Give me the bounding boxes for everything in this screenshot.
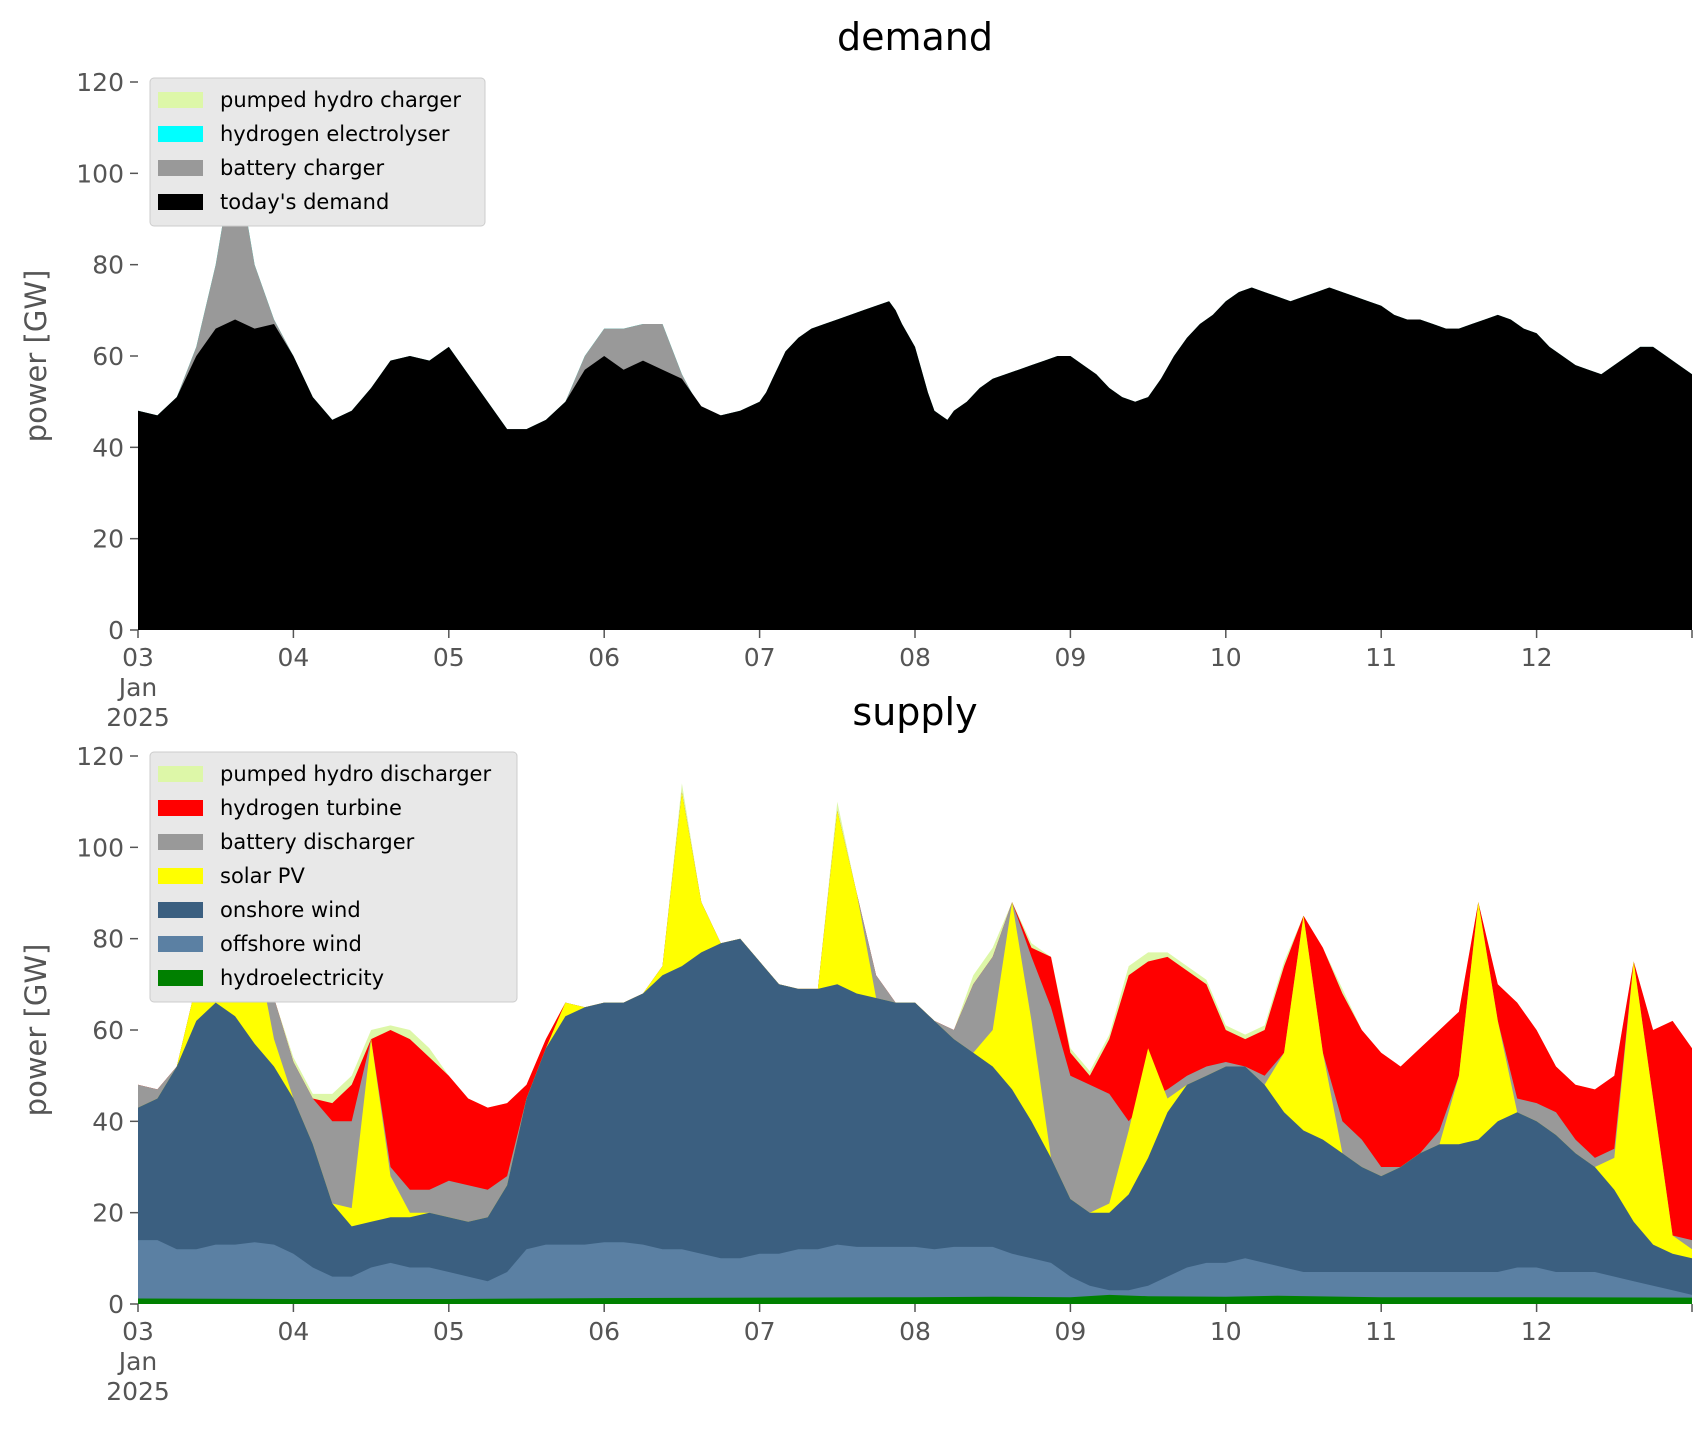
- legend-label-hydrogen-electrolyser: hydrogen electrolyser: [220, 122, 450, 146]
- x-tick-sublabel-year: 2025: [106, 1377, 170, 1406]
- x-tick-label: 12: [1521, 1317, 1553, 1346]
- x-tick-label: 10: [1210, 1317, 1242, 1346]
- series-area-onshore-wind: [138, 938, 1692, 1304]
- legend-label-pumped-hydro-discharger: pumped hydro discharger: [220, 762, 491, 786]
- x-tick-label: 11: [1365, 1317, 1397, 1346]
- legend-label-hydrogen-turbine: hydrogen turbine: [220, 796, 402, 820]
- x-tick-label: 07: [744, 643, 776, 672]
- x-tick-label: 11: [1365, 643, 1397, 672]
- y-tick-label: 100: [76, 159, 124, 188]
- legend: pumped hydro charger hydrogen electrolyse…: [149, 77, 486, 227]
- x-tick-sublabel-month: Jan: [117, 1347, 158, 1376]
- legend-label-offshore-wind: offshore wind: [220, 932, 362, 956]
- x-tick-label: 12: [1521, 643, 1553, 672]
- y-axis-label: power [GW]: [19, 944, 53, 1117]
- legend: pumped hydro discharger hydrogen turbine b…: [149, 751, 518, 1003]
- legend-frame: [149, 751, 518, 1003]
- y-tick-label: 100: [76, 833, 124, 862]
- legend-label-onshore-wind: onshore wind: [220, 898, 361, 922]
- y-tick-label: 120: [76, 742, 124, 771]
- y-tick-label: 80: [92, 251, 124, 280]
- x-tick-label: 08: [899, 643, 931, 672]
- x-tick-label: 08: [899, 1317, 931, 1346]
- chart-demand: demand power [GW] 0 20 40 60 80 100 120 03Jan2025…: [19, 15, 1693, 732]
- legend-swatch-today-s-demand: [158, 194, 203, 210]
- legend-swatch-pumped-hydro-discharger: [158, 766, 203, 782]
- legend-swatch-offshore-wind: [158, 936, 203, 952]
- legend-swatch-battery-charger: [158, 160, 203, 176]
- x-tick-label: 07: [744, 1317, 776, 1346]
- y-tick-label: 40: [92, 433, 124, 462]
- x-tick-label: 06: [588, 643, 620, 672]
- legend-swatch-solar-pv: [158, 868, 203, 884]
- x-tick-label: 05: [433, 643, 465, 672]
- x-tick-sublabel-month: Jan: [117, 673, 158, 702]
- y-tick-label: 60: [92, 1016, 124, 1045]
- legend-label-battery-charger: battery charger: [220, 156, 385, 180]
- y-axis-label: power [GW]: [19, 270, 53, 443]
- legend-swatch-battery-discharger: [158, 834, 203, 850]
- x-tick-label: 03: [122, 643, 154, 672]
- legend-label-hydroelectricity: hydroelectricity: [220, 966, 384, 990]
- x-tick-label: 04: [277, 643, 309, 672]
- legend-label-today-s-demand: today's demand: [220, 190, 389, 214]
- legend-swatch-pumped-hydro-charger: [158, 92, 203, 108]
- y-tick-label: 120: [76, 68, 124, 97]
- legend-swatch-hydrogen-turbine: [158, 800, 203, 816]
- x-tick-sublabel-year: 2025: [106, 703, 170, 732]
- series-area-offshore-wind: [138, 1240, 1692, 1304]
- chart-title: supply: [852, 690, 977, 734]
- x-tick-label: 10: [1210, 643, 1242, 672]
- legend-swatch-hydroelectricity: [158, 970, 203, 986]
- y-tick-label: 40: [92, 1107, 124, 1136]
- y-tick-label: 60: [92, 342, 124, 371]
- chart-title: demand: [837, 15, 993, 59]
- series-area-hydroelectricity: [138, 1294, 1692, 1304]
- y-tick-label: 80: [92, 925, 124, 954]
- legend-label-pumped-hydro-charger: pumped hydro charger: [220, 88, 461, 112]
- y-tick-label: 0: [108, 616, 124, 645]
- x-tick-label: 06: [588, 1317, 620, 1346]
- legend-swatch-hydrogen-electrolyser: [158, 126, 203, 142]
- y-tick-label: 20: [92, 1199, 124, 1228]
- y-tick-label: 0: [108, 1290, 124, 1319]
- legend-swatch-onshore-wind: [158, 902, 203, 918]
- y-tick-label: 20: [92, 525, 124, 554]
- x-tick-label: 04: [277, 1317, 309, 1346]
- legend-label-battery-discharger: battery discharger: [220, 830, 415, 854]
- legend-label-solar-pv: solar PV: [220, 864, 305, 888]
- x-tick-label: 05: [433, 1317, 465, 1346]
- x-tick-label: 09: [1054, 643, 1086, 672]
- x-tick-label: 03: [122, 1317, 154, 1346]
- series-area-today-s-demand: [138, 287, 1692, 630]
- legend-frame: [149, 77, 486, 227]
- x-tick-label: 09: [1054, 1317, 1086, 1346]
